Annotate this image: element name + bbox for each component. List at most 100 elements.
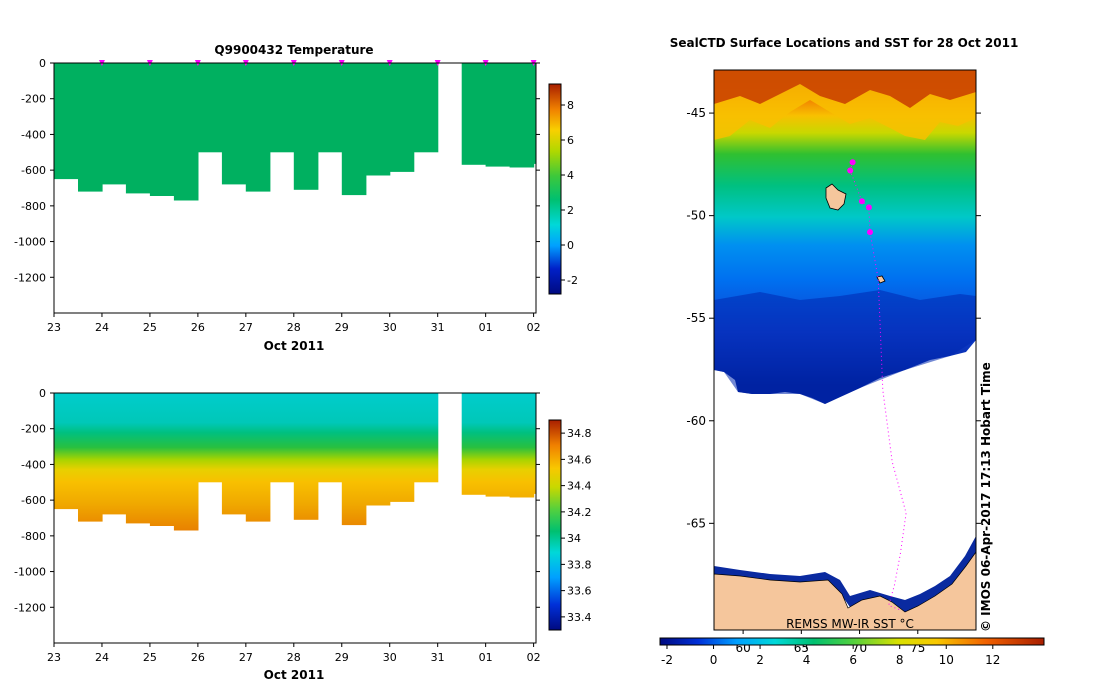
sst-colorbar-tick-label: 0 — [710, 653, 718, 667]
profile-column — [413, 63, 439, 153]
x-tick-label: 31 — [431, 651, 445, 664]
profile-column — [341, 393, 367, 526]
colorbar-tick-label: 4 — [567, 169, 574, 182]
profile-column — [54, 393, 79, 510]
temperature-title: Q9900432 Temperature — [214, 43, 373, 57]
antarctic-land — [714, 551, 976, 630]
x-tick-label: 24 — [95, 651, 109, 664]
surface-location — [867, 229, 873, 236]
temperature-profiles — [54, 63, 536, 201]
profile-column — [54, 63, 79, 180]
profile-column — [173, 393, 199, 531]
profile-column — [221, 393, 247, 515]
x-tick-label: 27 — [239, 651, 253, 664]
sst-hot-band — [714, 70, 976, 108]
colorbar-tick-label: 33.6 — [567, 585, 592, 598]
sst-colorbar — [659, 637, 1045, 646]
profile-column — [533, 63, 536, 164]
colorbar-tick-label: 33.4 — [567, 611, 592, 624]
sst-colorbar-tick-label: 8 — [896, 653, 904, 667]
salinity-panel: 0 -200 -400 -600 -800 -1000 -1200 23 24 25 26 27 28… — [14, 387, 591, 682]
profile-column — [125, 63, 151, 194]
profile-column — [293, 63, 319, 190]
x-tick-label: 31 — [431, 321, 445, 334]
x-tick-label: 02 — [527, 651, 541, 664]
map-latitude-axis: -45 -50 -55 -60 -65 — [686, 106, 981, 530]
profile-column — [125, 393, 151, 524]
salinity-y-axis: 0 -200 -400 -600 -800 -1000 -1200 — [14, 387, 540, 614]
profile-column — [341, 63, 367, 196]
colorbar-tick-label: 6 — [567, 134, 574, 147]
salinity-profiles — [54, 393, 536, 531]
y-tick-label: -1200 — [14, 271, 46, 284]
profile-column — [78, 63, 103, 192]
sst-map-panel: SealCTD Surface Locations and SST for 28… — [659, 36, 1045, 667]
y-tick-label: -600 — [21, 164, 46, 177]
temperature-axes-frame — [53, 62, 537, 314]
profile-column — [269, 393, 295, 483]
colorbar-tick-label: 33.8 — [567, 558, 592, 571]
x-tick-label: 01 — [479, 651, 493, 664]
profile-column — [485, 393, 511, 497]
y-tick-label: -400 — [21, 128, 46, 141]
heard-island — [876, 275, 886, 284]
profile-column — [102, 63, 127, 185]
profile-column — [389, 63, 415, 172]
profile-column — [485, 63, 511, 167]
sst-colorbar-ticks: -2 0 2 4 6 8 10 12 — [661, 645, 1000, 667]
colorbar-tick-label: 8 — [567, 99, 574, 112]
colorbar-tick-label: 34.2 — [567, 506, 592, 519]
imos-credit: © IMOS 06-Apr-2017 17:13 Hobart Time — [979, 362, 993, 632]
profile-column — [245, 63, 271, 192]
colorbar-tick-label: 0 — [567, 239, 574, 252]
temperature-colorbar — [548, 83, 562, 295]
y-tick-label: -800 — [21, 530, 46, 543]
temperature-colorbar-ticks: -2 0 2 4 6 8 — [561, 99, 578, 287]
profile-column — [78, 393, 103, 522]
x-tick-label: 25 — [143, 321, 157, 334]
x-tick-label: 24 — [95, 321, 109, 334]
colorbar-tick-label: 34.6 — [567, 453, 592, 466]
salinity-axes-frame — [53, 392, 537, 644]
x-tick-label: 30 — [383, 651, 397, 664]
profile-column — [102, 393, 127, 515]
map-field — [714, 70, 976, 630]
y-tick-label: -1000 — [14, 236, 46, 249]
colorbar-tick-label: 34 — [567, 532, 581, 545]
salinity-colorbar — [548, 419, 562, 631]
sst-coastal-strip — [714, 536, 976, 616]
map-frame — [713, 69, 977, 631]
profile-column — [413, 393, 439, 483]
track-line — [849, 162, 907, 610]
x-tick-label: 29 — [335, 321, 349, 334]
profile-column — [533, 393, 536, 494]
temperature-y-axis: 0 -200 -400 -600 -800 -1000 -1200 — [14, 57, 540, 284]
profile-column — [293, 393, 319, 520]
map-title: SealCTD Surface Locations and SST for 28… — [670, 36, 1019, 50]
profile-column — [365, 63, 391, 176]
surface-location — [865, 204, 872, 211]
profile-column — [461, 393, 487, 495]
profile-column — [173, 63, 199, 201]
profile-column — [389, 393, 415, 502]
x-tick-label: 30 — [383, 321, 397, 334]
x-tick-label: 01 — [479, 321, 493, 334]
sst-cold-band — [714, 290, 976, 404]
profile-column — [461, 63, 487, 165]
x-tick-label: 29 — [335, 651, 349, 664]
sst-colorbar-tick-label: 2 — [756, 653, 764, 667]
salinity-x-label: Oct 2011 — [264, 668, 325, 682]
temperature-x-axis: 23 24 25 26 27 28 29 30 31 01 02 — [47, 313, 541, 334]
surface-location — [849, 159, 856, 166]
lat-tick-label: -50 — [686, 209, 706, 223]
profile-column — [317, 393, 343, 483]
y-tick-label: -600 — [21, 494, 46, 507]
lat-tick-label: -45 — [686, 106, 706, 120]
profile-column — [149, 63, 175, 196]
y-tick-label: 0 — [39, 387, 46, 400]
profile-column — [245, 393, 271, 522]
colorbar-tick-label: 2 — [567, 204, 574, 217]
kerguelen-island — [825, 183, 847, 211]
sst-colorbar-tick-label: -2 — [661, 653, 673, 667]
